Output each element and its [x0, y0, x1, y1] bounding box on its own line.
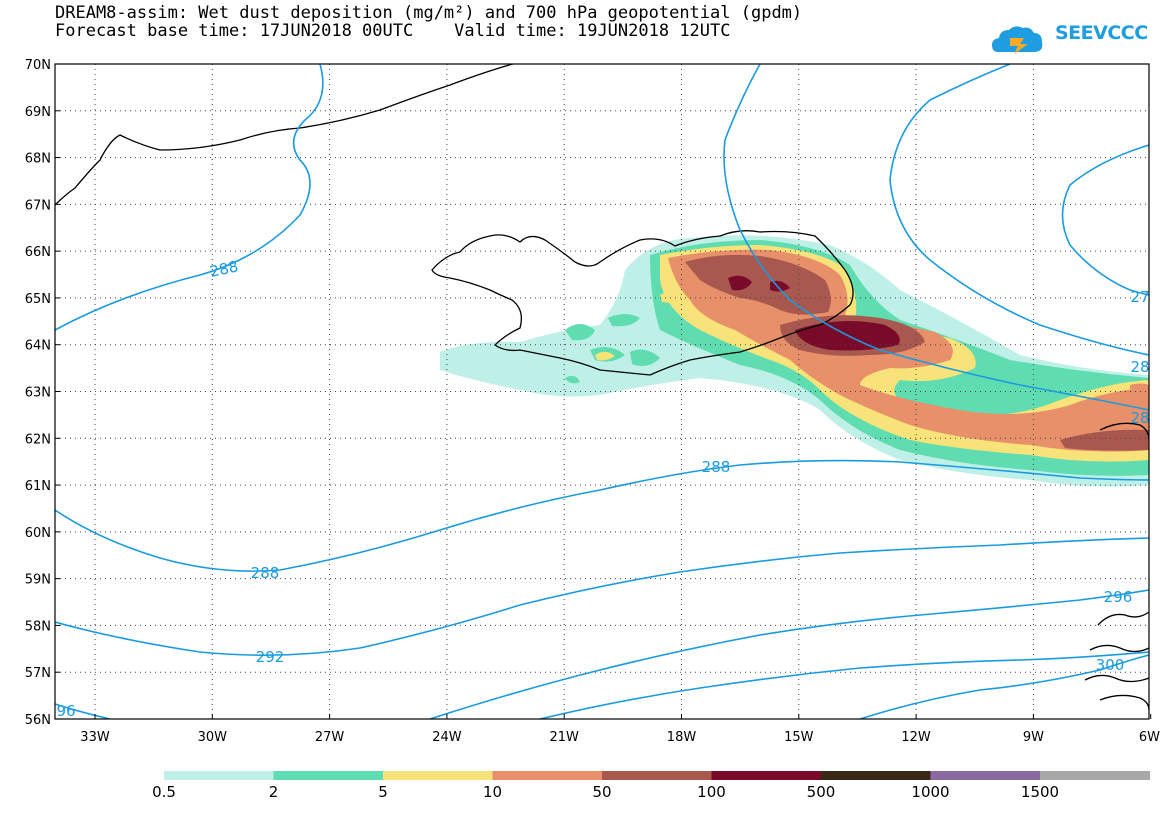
legend-tick-label: 500 [806, 783, 836, 801]
contour-label: 27 [1130, 288, 1149, 306]
legend-swatch [930, 771, 1041, 780]
legend-tick-label: 1500 [1020, 783, 1060, 801]
contour-label: 292 [256, 648, 285, 666]
longitude-label: 9W [1023, 730, 1044, 745]
geopotential-contours [55, 64, 1149, 719]
longitude-label: 12W [901, 730, 931, 745]
logo-text: SEEVCCC [1055, 22, 1148, 44]
longitude-label: 24W [432, 730, 462, 745]
legend-swatch [1040, 771, 1150, 780]
contour-label: 300 [1096, 656, 1125, 674]
latitude-label: 59N [25, 573, 51, 588]
legend-swatch [383, 771, 493, 780]
longitude-label: 18W [667, 730, 697, 745]
grid-lines [55, 64, 1149, 719]
contour-label: 288 [208, 257, 240, 281]
latitude-label: 56N [25, 713, 51, 728]
longitude-label: 15W [784, 730, 814, 745]
latitude-label: 66N [25, 245, 51, 260]
contour-label: 28 [1130, 358, 1149, 376]
legend-swatch [821, 771, 931, 780]
latitude-label: 65N [25, 292, 51, 307]
longitude-label: 27W [315, 730, 345, 745]
legend-swatch [711, 771, 822, 780]
longitude-label: 21W [549, 730, 579, 745]
legend-tick-label: 100 [697, 783, 726, 801]
legend-swatch [164, 771, 274, 780]
contour-labels: 288 288 288 292 296 27 28 28 300 96 [56, 257, 1149, 720]
latitude-label: 70N [25, 58, 51, 73]
contour-label: 296 [1104, 588, 1133, 606]
latitude-labels: 70N 69N 68N 67N 66N 65N 64N 63N 62N 61N 60N 59N 58N 5… [25, 58, 51, 728]
coastlines [55, 64, 1149, 711]
legend-swatch [273, 771, 384, 780]
legend-tick-label: 2 [268, 783, 279, 801]
longitude-labels: 33W 30W 27W 24W 21W 18W 15W 12W 9W 6W [80, 730, 1160, 745]
axis-ticks [55, 63, 1152, 720]
legend-swatch [602, 771, 712, 780]
legend-tick-label: 1000 [911, 783, 950, 801]
chart-subtitle: Forecast base time: 17JUN2018 00UTC Vali… [55, 21, 731, 41]
latitude-label: 69N [25, 105, 51, 120]
contour-label: 28 [1130, 409, 1149, 427]
seevccc-logo [992, 26, 1043, 54]
latitude-label: 68N [25, 152, 51, 167]
legend-tick-label: 50 [592, 783, 612, 801]
legend-tick-label: 5 [378, 783, 388, 801]
chart-title: DREAM8-assim: Wet dust deposition (mg/m²… [55, 3, 803, 23]
cloud-icon [992, 26, 1043, 54]
latitude-label: 62N [25, 432, 51, 447]
longitude-label: 33W [80, 730, 110, 745]
contour-label: 288 [702, 458, 731, 476]
latitude-label: 67N [25, 198, 51, 213]
legend-tick-label: 0.5 [152, 783, 176, 801]
latitude-label: 58N [25, 619, 51, 634]
color-legend [164, 771, 1150, 780]
contour-label: 288 [251, 564, 280, 582]
contour-label: 96 [56, 702, 75, 720]
latitude-label: 63N [25, 386, 51, 401]
latitude-label: 64N [25, 339, 51, 354]
latitude-label: 61N [25, 479, 51, 494]
latitude-label: 57N [25, 666, 51, 681]
longitude-label: 30W [198, 730, 228, 745]
legend-swatch [492, 771, 603, 780]
legend-tick-label: 10 [482, 783, 503, 801]
longitude-label: 6W [1139, 730, 1160, 745]
latitude-label: 60N [25, 526, 51, 541]
